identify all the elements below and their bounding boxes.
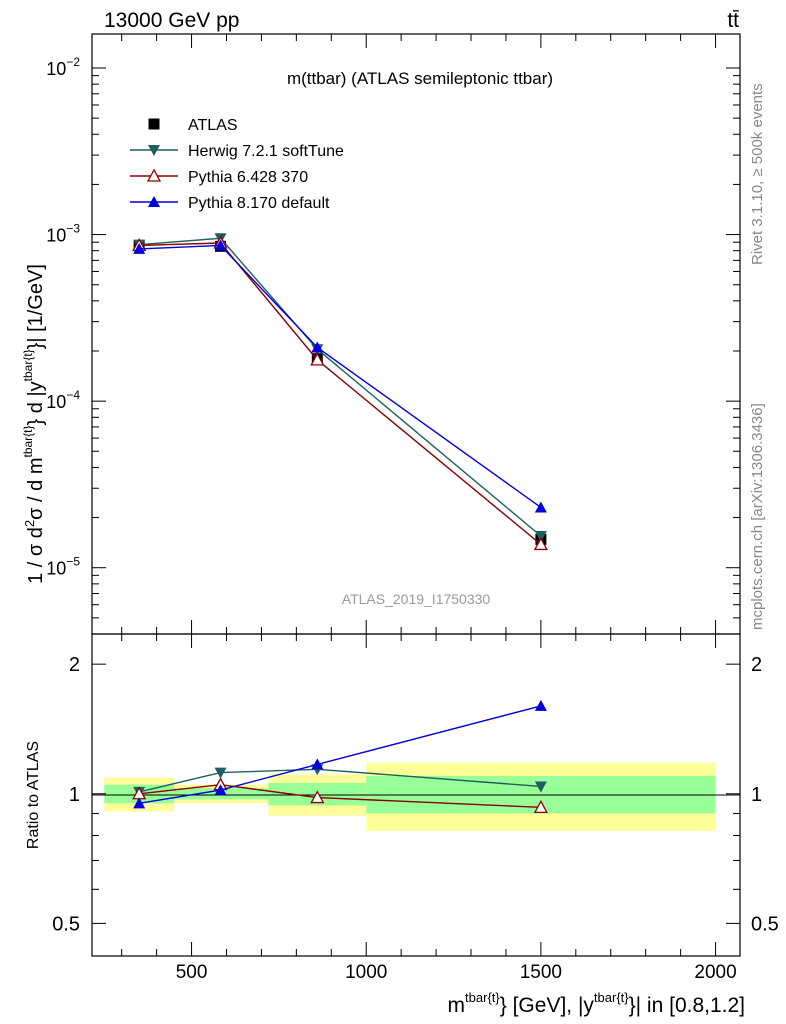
- legend-label: Herwig 7.2.1 softTune: [188, 143, 344, 160]
- main-series-layer: [132, 233, 548, 551]
- legend-entry: Pythia 8.170 default: [130, 195, 330, 212]
- header-collision-label: 13000 GeV pp: [104, 9, 239, 32]
- ratio-plot-panel: Ratio to ATLAS 0.5 0.5 1 1 2 2 500 1000 1500 200…: [25, 633, 779, 1017]
- mcplots-label: mcplots.cern.ch [arXiv:1306.3436]: [749, 403, 766, 630]
- analysis-watermark: ATLAS_2019_I1750330: [342, 591, 491, 607]
- main-plot-panel: m(ttbar) (ATLAS semileptonic ttbar) ATLA…: [21, 33, 741, 635]
- ratio-x-tick-label: 2000: [694, 962, 736, 983]
- legend-entry: Herwig 7.2.1 softTune: [130, 143, 344, 160]
- ratio-uncertainty-bands: [104, 762, 716, 831]
- main-y-axis-ticks: 10−5 10−4 10−3 10−2: [46, 55, 740, 635]
- ratio-data-point: [534, 699, 547, 711]
- ratio-x-tick-label: 1500: [520, 962, 562, 983]
- ratio-y-tick-label-right: 0.5: [751, 913, 779, 935]
- ratio-data-point: [534, 781, 547, 793]
- ratio-y-axis-label: Ratio to ATLAS: [25, 741, 42, 849]
- data-point: [533, 537, 548, 551]
- main-y-tick-label: 10−5: [46, 555, 80, 579]
- legend-entry: ATLAS: [148, 117, 238, 134]
- ratio-data-point: [214, 784, 227, 796]
- ratio-data-point: [214, 767, 227, 779]
- data-point: [534, 501, 547, 513]
- main-plot-title: m(ttbar) (ATLAS semileptonic ttbar): [287, 69, 553, 88]
- series-line: [139, 244, 542, 509]
- rivet-version-label: Rivet 3.1.10, ≥ 500k events: [749, 83, 766, 265]
- legend-marker: [146, 168, 162, 182]
- legend: ATLAS Herwig 7.2.1 softTune Pythia 6.428 3…: [130, 117, 344, 212]
- series-line: [139, 242, 542, 545]
- data-point: [311, 341, 324, 353]
- x-axis-label-text: mtbar{t}} [GeV], |ytbar{t}}| in [0.8,1.2…: [448, 990, 745, 1017]
- ratio-x-tick-label: 500: [176, 962, 208, 983]
- series-line: [139, 237, 542, 537]
- ratio-data-point: [533, 799, 548, 813]
- ratio-series-line: [139, 783, 541, 809]
- main-series-atlas: [133, 239, 547, 545]
- ratio-x-axis-ticks: 500 1000 1500 2000: [121, 634, 737, 983]
- ratio-y-tick-label: 1: [69, 784, 80, 806]
- data-point: [133, 242, 146, 254]
- ratio-series-line: [139, 705, 542, 805]
- main-series-herwig-7-2-1-softtune: [133, 233, 547, 543]
- legend-entry: Pythia 6.428 370: [130, 168, 308, 186]
- data-point: [214, 239, 227, 251]
- legend-label: ATLAS: [188, 117, 238, 134]
- main-x-axis-ticks: [121, 34, 717, 634]
- ratio-y-tick-label: 2: [69, 654, 80, 676]
- ratio-series-line: [138, 768, 541, 793]
- ratio-y-tick-label-right: 2: [751, 654, 762, 676]
- header-process-label: tt̄: [727, 9, 739, 32]
- ratio-x-axis-label: mtbar{t}} [GeV], |ytbar{t}}| in [0.8,1.2…: [448, 990, 745, 1017]
- ratio-y-axis-ticks: 0.5 0.5 1 1 2 2: [52, 654, 779, 935]
- ratio-x-tick-label: 1000: [345, 962, 387, 983]
- data-point: [310, 352, 325, 366]
- main-y-axis-label-text: 1 / σ d2σ / d mtbar{t}} d |ytbar{t}}| [1…: [21, 264, 47, 584]
- ratio-y-tick-label: 0.5: [52, 913, 80, 935]
- ratio-data-point: [310, 790, 325, 804]
- legend-label: Pythia 6.428 370: [188, 169, 308, 186]
- main-y-tick-label: 10−4: [46, 388, 80, 412]
- main-y-tick-label: 10−2: [46, 55, 80, 79]
- main-series-pythia-8-170-default: [133, 239, 547, 513]
- legend-marker: [148, 196, 160, 207]
- main-series-pythia-6-428-370: [132, 235, 548, 551]
- main-y-axis-label: 1 / σ d2σ / d mtbar{t}} d |ytbar{t}}| [1…: [21, 264, 47, 584]
- legend-label: Pythia 8.170 default: [188, 195, 330, 212]
- ratio-series-pythia-8-170-default: [133, 699, 547, 809]
- ratio-data-point: [133, 797, 146, 809]
- legend-marker: [148, 118, 160, 130]
- data-point: [534, 531, 547, 543]
- ratio-series-layer: [132, 699, 548, 813]
- ratio-y-tick-label-right: 1: [751, 784, 762, 806]
- legend-marker: [148, 145, 160, 156]
- ratio-data-point: [311, 758, 324, 770]
- main-y-tick-label: 10−3: [46, 222, 80, 246]
